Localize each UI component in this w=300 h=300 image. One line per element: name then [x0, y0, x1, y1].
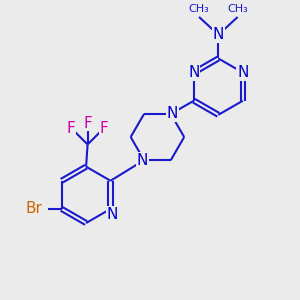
- Text: CH₃: CH₃: [189, 4, 209, 14]
- Text: N: N: [106, 207, 118, 222]
- Text: N: N: [137, 153, 148, 168]
- Text: N: N: [213, 27, 224, 42]
- Text: N: N: [167, 106, 178, 122]
- Text: CH₃: CH₃: [227, 4, 248, 14]
- Text: N: N: [237, 65, 248, 80]
- Text: Br: Br: [26, 201, 42, 216]
- Text: F: F: [100, 121, 108, 136]
- Text: F: F: [83, 116, 92, 130]
- Text: F: F: [67, 121, 76, 136]
- Text: N: N: [188, 65, 200, 80]
